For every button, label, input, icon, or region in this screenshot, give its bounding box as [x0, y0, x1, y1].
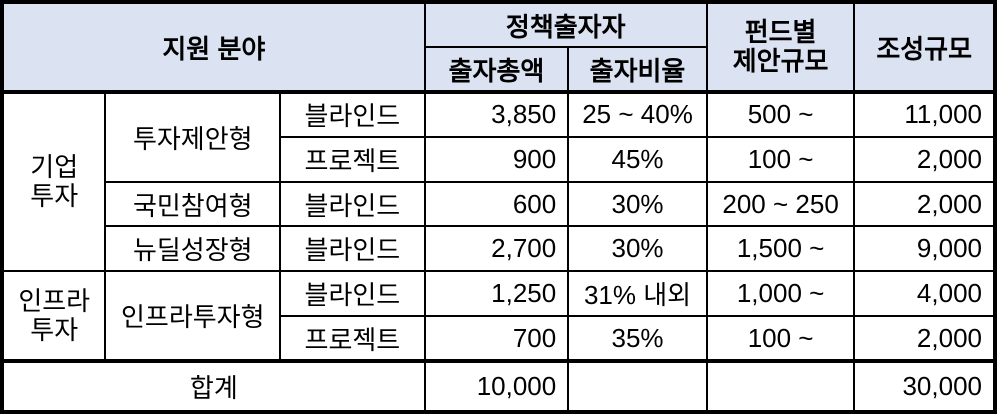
header-fund-proposal-scale: 펀드별 제안규모	[705, 1, 856, 93]
cell-formation-scale: 9,000	[853, 225, 996, 273]
cell-contribution-total: 2,700	[423, 225, 570, 273]
cell-investment-type: 뉴딜성장형	[104, 225, 282, 273]
cell-contribution-ratio: 45%	[567, 135, 708, 183]
header-contribution-total: 출자총액	[423, 46, 570, 93]
cell-category-corporate: 기업 투자	[0, 89, 107, 273]
cell-fund-proposal-scale: 200 ~ 250	[705, 180, 856, 228]
header-formation-scale: 조성규모	[853, 1, 996, 93]
cell-contribution-ratio: 30%	[567, 180, 708, 228]
cell-formation-scale: 4,000	[853, 270, 996, 318]
footer-contribution-ratio	[567, 359, 708, 413]
cell-contribution-total: 700	[423, 315, 570, 362]
footer-contribution-total: 10,000	[423, 359, 570, 413]
table-row: 기업 투자 투자제안형 블라인드 3,850 25 ~ 40% 500 ~ 11…	[0, 89, 996, 273]
cell-fund-subtype: 프로젝트	[279, 135, 426, 183]
cell-formation-scale: 2,000	[853, 180, 996, 228]
total-row: 합계 10,000 30,000	[1, 359, 996, 413]
cell-fund-subtype: 블라인드	[279, 180, 426, 228]
cell-contribution-ratio: 31% 내외	[567, 270, 708, 318]
cell-investment-type: 인프라투자형	[104, 270, 282, 362]
cell-formation-scale: 11,000	[853, 90, 996, 138]
cell-formation-scale: 2,000	[853, 315, 996, 362]
cell-contribution-total: 1,250	[423, 270, 570, 318]
table-row: 인프라 투자 인프라투자형 블라인드 1,250 31% 내외 1,000 ~ …	[0, 270, 996, 362]
cell-fund-proposal-scale: 1,000 ~	[705, 270, 856, 318]
table-row: 프로젝트 900 45% 100 ~ 2,000	[2, 135, 996, 183]
cell-contribution-total: 3,850	[423, 90, 570, 138]
cell-category-infra: 인프라 투자	[0, 270, 107, 362]
header-policy-investor-group: 정책출자자	[423, 1, 708, 48]
cell-contribution-ratio: 30%	[567, 225, 708, 273]
header-support-field: 지원 분야	[1, 1, 426, 93]
cell-fund-subtype: 프로젝트	[279, 315, 426, 362]
footer-total-label: 합계	[1, 359, 426, 413]
table-row: 국민참여형 블라인드 600 30% 200 ~ 250 2,000	[2, 180, 996, 228]
cell-fund-proposal-scale: 1,500 ~	[705, 225, 856, 273]
cell-fund-proposal-scale: 500 ~	[705, 90, 856, 138]
cell-fund-subtype: 블라인드	[279, 90, 426, 138]
cell-investment-type: 국민참여형	[104, 180, 282, 228]
cell-contribution-ratio: 35%	[567, 315, 708, 362]
cell-fund-proposal-scale: 100 ~	[705, 315, 856, 362]
cell-investment-type: 투자제안형	[104, 90, 282, 183]
header-contribution-ratio: 출자비율	[567, 46, 708, 93]
footer-fund-proposal-scale	[705, 359, 856, 413]
cell-formation-scale: 2,000	[853, 135, 996, 183]
cell-contribution-ratio: 25 ~ 40%	[567, 90, 708, 138]
cell-fund-subtype: 블라인드	[279, 270, 426, 318]
table-row: 뉴딜성장형 블라인드 2,700 30% 1,500 ~ 9,000	[2, 225, 996, 273]
footer-formation-scale: 30,000	[853, 359, 996, 413]
cell-contribution-total: 900	[423, 135, 570, 183]
cell-contribution-total: 600	[423, 180, 570, 228]
cell-fund-proposal-scale: 100 ~	[705, 135, 856, 183]
table-row: 프로젝트 700 35% 100 ~ 2,000	[2, 315, 996, 362]
cell-fund-subtype: 블라인드	[279, 225, 426, 273]
